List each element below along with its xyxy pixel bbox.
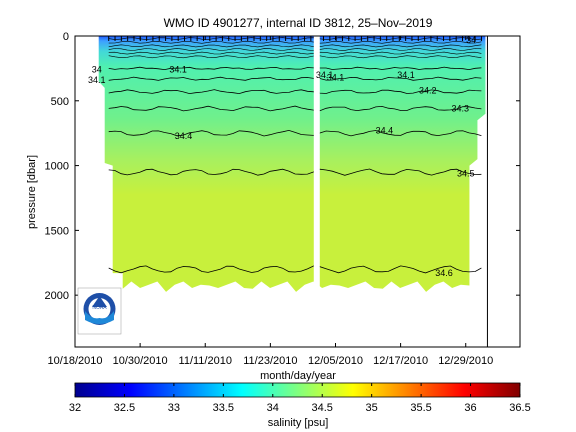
contour-label: 34.1: [169, 65, 187, 75]
contour-label: 34: [466, 35, 476, 45]
contour-line-surface: [108, 44, 482, 48]
y-tick-label: 1000: [45, 161, 69, 173]
x-tick-label: 12/17/2010: [373, 355, 428, 367]
colorbar-tick-label: 36: [464, 402, 476, 414]
colorbar-tick-label: 32.5: [114, 402, 135, 414]
contour-line: [108, 129, 482, 137]
x-tick-label: 12/05/2010: [308, 355, 363, 367]
colorbar-gradient: [74, 382, 521, 398]
x-tick-label: 11/11/2010: [179, 355, 232, 367]
x-tick-label: 10/18/2010: [47, 355, 102, 367]
contour-label: 34.1: [316, 70, 334, 80]
colorbar-tick-label: 33.5: [213, 402, 234, 414]
colorbar-tick-label: 34: [267, 402, 279, 414]
x-axis: 10/18/2010 10/30/2010 11/11/2010 11/23/2010…: [47, 36, 493, 367]
colorbar-tick-label: 35.5: [410, 402, 431, 414]
contour-line-surface: [108, 40, 482, 44]
y-axis: 0 500 1000 1500 2000: [45, 31, 520, 302]
contour-line-surface: [108, 51, 482, 55]
contour-label: 34.4: [376, 126, 394, 136]
contour-label: 34.5: [457, 168, 475, 178]
contour-label: 34.1: [327, 72, 345, 82]
contour-line-surface: [108, 48, 482, 51]
y-tick-label: 1500: [45, 225, 69, 237]
contour-label: 34.4: [175, 131, 193, 141]
chart-title: WMO ID 4901277, internal ID 3812, 25–Nov…: [164, 16, 433, 30]
colorbar-tick-label: 33: [168, 402, 180, 414]
noaa-logo-icon: NOAA: [77, 287, 122, 335]
contour-label: 34.1: [397, 70, 415, 80]
y-axis-label: pressure [dbar]: [26, 155, 38, 229]
colorbar-label: salinity [psu]: [268, 417, 329, 429]
colorbar: 32 32.5 33 33.5 34 34.5 35 35.5 36 36.5: [69, 382, 531, 414]
x-tick-label: 11/23/2010: [243, 355, 297, 367]
colorbar-tick-label: 36.5: [509, 402, 530, 414]
contour-line: [108, 66, 482, 71]
colorbar-tick-label: 32: [69, 402, 81, 414]
contour-line: [108, 168, 482, 176]
contour-line-surface: [108, 37, 482, 40]
x-tick-label: 10/30/2010: [113, 355, 168, 367]
noaa-logo-text: NOAA: [92, 305, 107, 311]
y-tick-label: 500: [51, 96, 69, 108]
contour-line: [108, 105, 482, 112]
colorbar-ticks: 32 32.5 33 33.5 34 34.5 35 35.5 36 36.5: [69, 383, 531, 414]
salinity-field: [98, 36, 486, 292]
contour-line: [108, 265, 482, 274]
y-tick-label: 0: [63, 31, 69, 43]
plot-area: [98, 36, 488, 347]
contour-line: [108, 76, 482, 81]
y-tick-label: 2000: [45, 290, 69, 302]
contour-line: [108, 89, 482, 95]
contour-lines: [108, 36, 482, 274]
contour-label: 34: [92, 65, 102, 75]
contour-label: 34.6: [435, 268, 453, 278]
contour-label: 34.2: [419, 85, 437, 95]
x-axis-label: month/day/year: [260, 370, 336, 382]
contour-label: 34.3: [452, 104, 470, 114]
contour-line-surface: [108, 55, 482, 59]
contour-label: 34.1: [88, 75, 106, 85]
colorbar-tick-label: 35: [366, 402, 378, 414]
plot-frame: [74, 35, 521, 348]
x-tick-label: 12/29/2010: [438, 355, 493, 367]
data-gap: [313, 36, 320, 347]
colorbar-tick-label: 34.5: [312, 402, 333, 414]
